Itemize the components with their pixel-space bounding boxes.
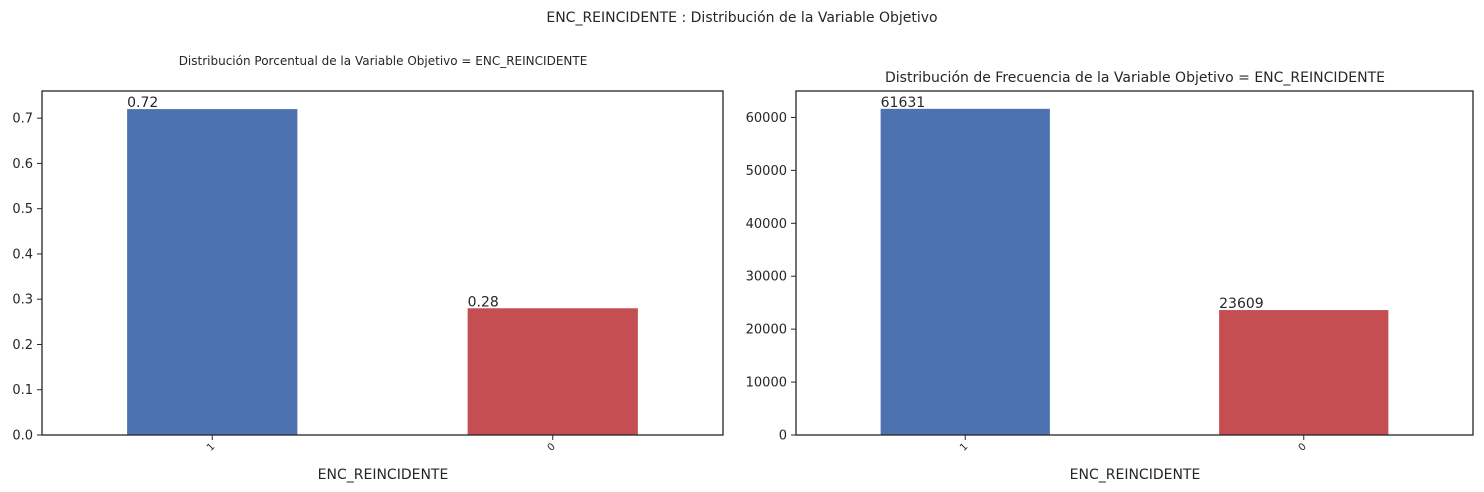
- percentage-ytick-label: 0.7: [12, 112, 33, 127]
- percentage-ytick-label: 0.3: [12, 293, 33, 308]
- frequency-ytick-label: 50000: [746, 164, 787, 179]
- percentage-chart-title: Distribución Porcentual de la Variable O…: [179, 54, 588, 68]
- percentage-bar-0: [467, 308, 638, 435]
- frequency-data-label: 23609: [1219, 296, 1264, 312]
- frequency-data-label: 61631: [881, 95, 926, 111]
- frequency-ytick-label: 30000: [746, 270, 787, 285]
- percentage-ytick-label: 0.1: [12, 383, 33, 398]
- percentage-axes-frame: [41, 90, 724, 436]
- percentage-xtick-label: 1: [205, 441, 217, 453]
- frequency-bar-1: [880, 108, 1050, 436]
- percentage-data-label: 0.72: [127, 95, 158, 111]
- frequency-ytick-label: 20000: [746, 323, 787, 338]
- frequency-ytick-label: 60000: [746, 111, 787, 126]
- frequency-axes-frame: [795, 90, 1474, 436]
- frequency-ytick-label: 0: [779, 429, 787, 444]
- figure-suptitle: ENC_REINCIDENTE : Distribución de la Var…: [546, 10, 937, 26]
- percentage-chart-xlabel: ENC_REINCIDENTE: [318, 467, 449, 483]
- percentage-bar-1: [127, 109, 298, 436]
- percentage-ytick-label: 0.0: [12, 429, 33, 444]
- percentage-ytick-label: 0.5: [12, 202, 33, 217]
- percentage-ytick-label: 0.6: [12, 157, 33, 172]
- frequency-ytick-label: 10000: [746, 376, 787, 391]
- frequency-ytick-label: 40000: [746, 217, 787, 232]
- frequency-chart: Distribución de Frecuencia de la Variabl…: [746, 70, 1474, 483]
- percentage-xtick-label: 0: [546, 441, 558, 453]
- frequency-xtick-label: 1: [958, 441, 970, 453]
- percentage-data-label: 0.28: [468, 294, 499, 310]
- frequency-xtick-label: 0: [1297, 441, 1309, 453]
- frequency-bar-0: [1219, 310, 1389, 435]
- percentage-ytick-label: 0.4: [12, 247, 33, 262]
- frequency-chart-title: Distribución de Frecuencia de la Variabl…: [885, 70, 1385, 86]
- frequency-chart-xlabel: ENC_REINCIDENTE: [1070, 467, 1201, 483]
- percentage-ytick-label: 0.2: [12, 338, 33, 353]
- percentage-chart: Distribución Porcentual de la Variable O…: [12, 54, 724, 483]
